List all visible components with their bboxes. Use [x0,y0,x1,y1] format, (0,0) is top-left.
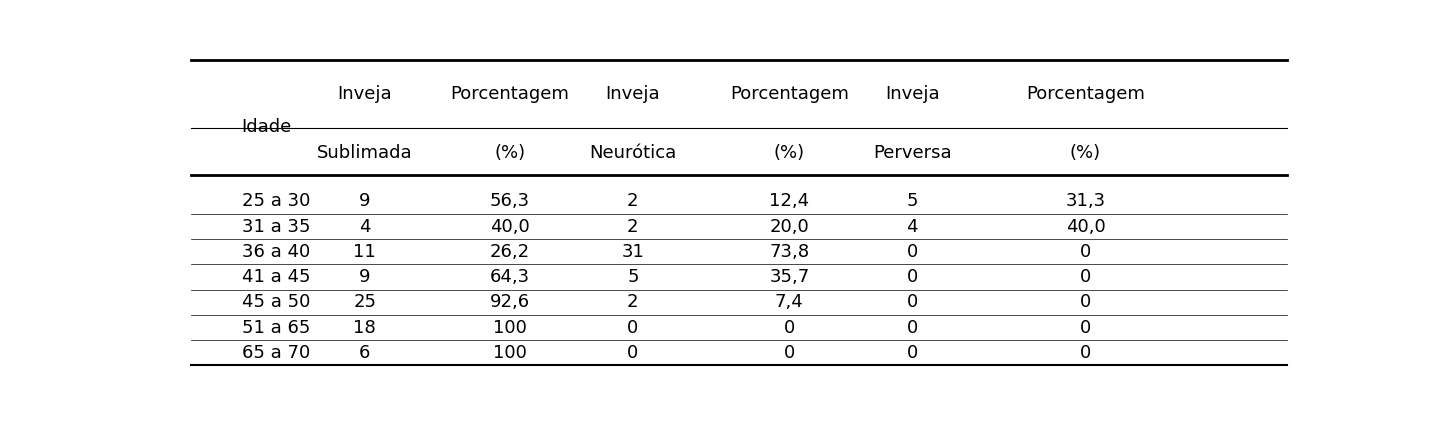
Text: 6: 6 [359,344,371,362]
Text: 0: 0 [783,319,795,337]
Text: 40,0: 40,0 [490,218,529,235]
Text: 12,4: 12,4 [769,192,809,210]
Text: 0: 0 [907,243,919,261]
Text: Porcentagem: Porcentagem [1027,85,1145,103]
Text: 2: 2 [627,192,639,210]
Text: 41 a 45: 41 a 45 [242,268,310,286]
Text: 100: 100 [493,344,526,362]
Text: 0: 0 [1080,344,1092,362]
Text: 64,3: 64,3 [490,268,531,286]
Text: 31 a 35: 31 a 35 [242,218,310,235]
Text: 0: 0 [907,293,919,312]
Text: 25 a 30: 25 a 30 [242,192,310,210]
Text: 4: 4 [907,218,919,235]
Text: 0: 0 [907,319,919,337]
Text: 0: 0 [1080,319,1092,337]
Text: 0: 0 [1080,293,1092,312]
Text: 25: 25 [353,293,376,312]
Text: 5: 5 [907,192,919,210]
Text: Perversa: Perversa [872,144,952,162]
Text: Porcentagem: Porcentagem [450,85,570,103]
Text: 0: 0 [907,268,919,286]
Text: 0: 0 [1080,268,1092,286]
Text: 9: 9 [359,268,371,286]
Text: 18: 18 [353,319,376,337]
Text: (%): (%) [1070,144,1102,162]
Text: 40,0: 40,0 [1066,218,1106,235]
Text: 2: 2 [627,293,639,312]
Text: 5: 5 [627,268,639,286]
Text: 0: 0 [627,319,639,337]
Text: 35,7: 35,7 [769,268,809,286]
Text: 11: 11 [353,243,376,261]
Text: 9: 9 [359,192,371,210]
Text: (%): (%) [495,144,525,162]
Text: 0: 0 [1080,243,1092,261]
Text: (%): (%) [774,144,805,162]
Text: 36 a 40: 36 a 40 [242,243,310,261]
Text: 0: 0 [907,344,919,362]
Text: 51 a 65: 51 a 65 [242,319,310,337]
Text: Idade: Idade [242,118,291,136]
Text: Inveja: Inveja [885,85,940,103]
Text: Neurótica: Neurótica [590,144,676,162]
Text: 2: 2 [627,218,639,235]
Text: 26,2: 26,2 [490,243,531,261]
Text: Inveja: Inveja [337,85,392,103]
Text: Sublimada: Sublimada [317,144,412,162]
Text: 73,8: 73,8 [769,243,809,261]
Text: 0: 0 [627,344,639,362]
Text: 4: 4 [359,218,371,235]
Text: 31: 31 [622,243,645,261]
Text: 31,3: 31,3 [1066,192,1106,210]
Text: 0: 0 [783,344,795,362]
Text: 65 a 70: 65 a 70 [242,344,310,362]
Text: 100: 100 [493,319,526,337]
Text: 56,3: 56,3 [490,192,531,210]
Text: 92,6: 92,6 [490,293,531,312]
Text: Porcentagem: Porcentagem [730,85,849,103]
Text: Inveja: Inveja [606,85,660,103]
Text: 45 a 50: 45 a 50 [242,293,310,312]
Text: 7,4: 7,4 [774,293,803,312]
Text: 20,0: 20,0 [770,218,809,235]
